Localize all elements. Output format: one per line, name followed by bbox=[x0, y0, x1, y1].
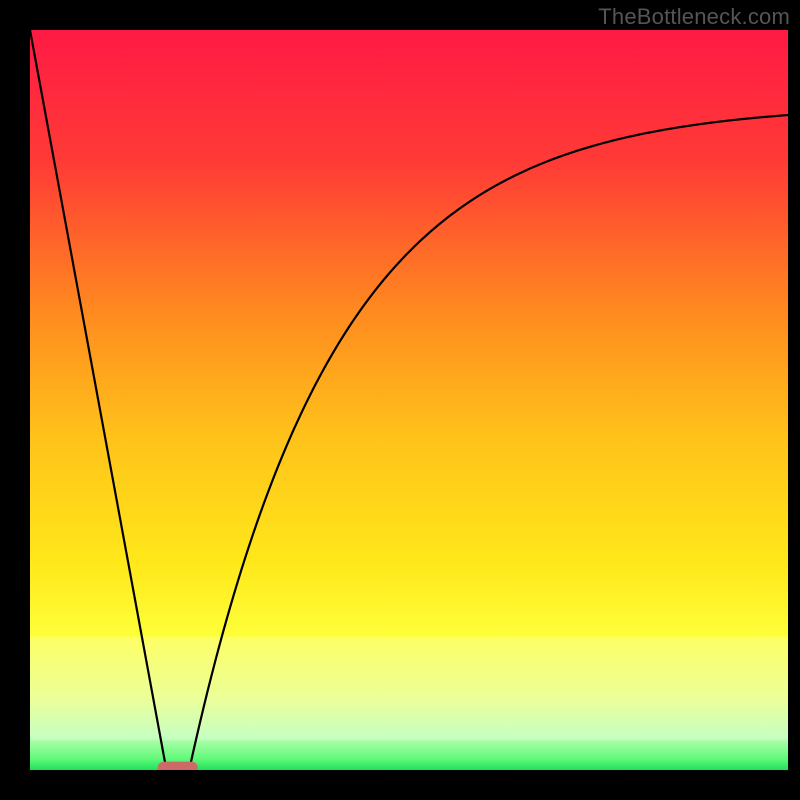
bottleneck-chart bbox=[30, 30, 788, 770]
optimal-marker bbox=[158, 762, 198, 770]
chart-frame: TheBottleneck.com bbox=[0, 0, 800, 800]
watermark-text: TheBottleneck.com bbox=[598, 4, 790, 30]
